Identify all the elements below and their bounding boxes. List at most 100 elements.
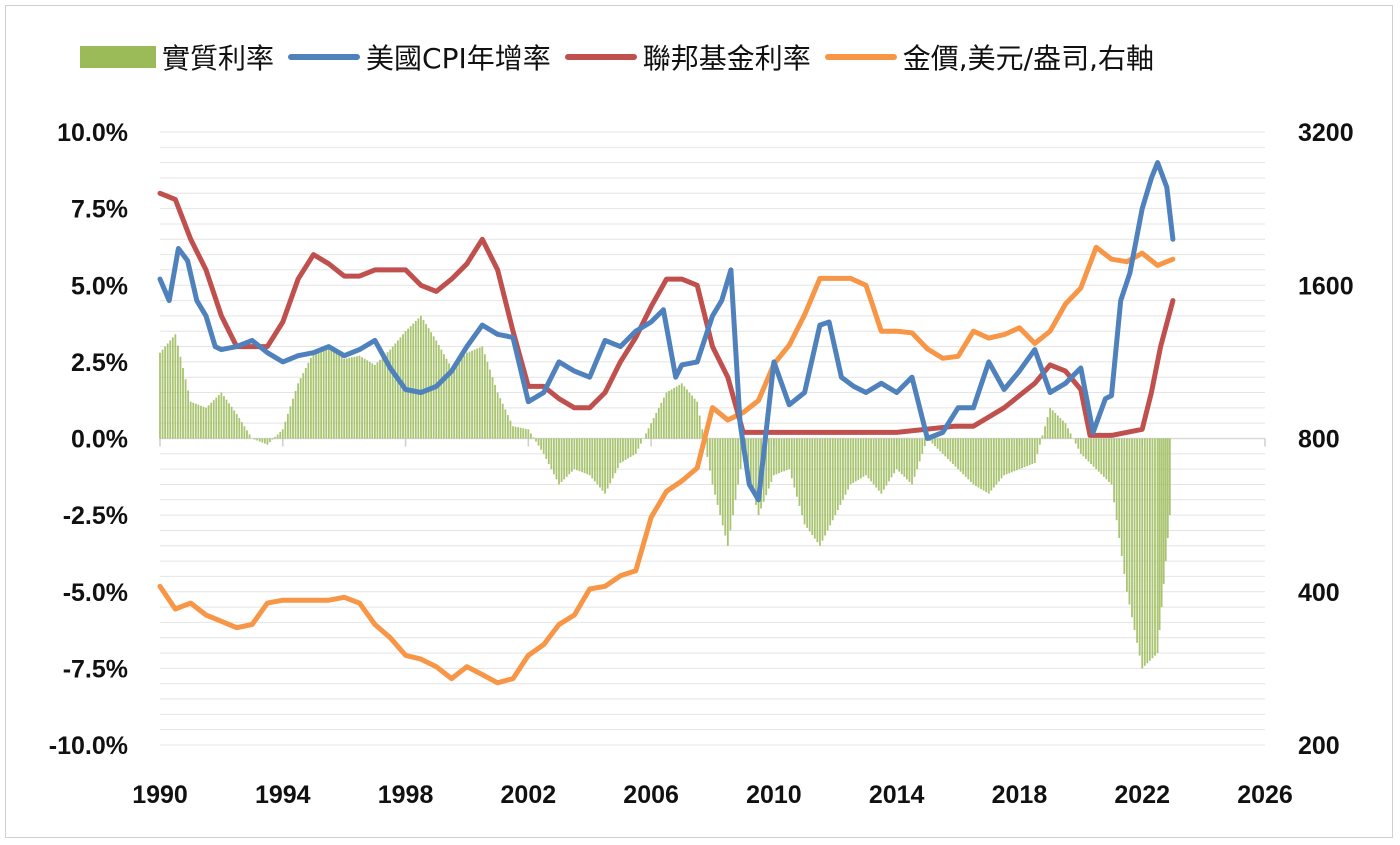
bar-real-rate — [1131, 438, 1133, 618]
bar-real-rate — [796, 438, 798, 497]
bar-real-rate — [967, 438, 970, 480]
bar-real-rate — [1118, 438, 1121, 539]
bar-real-rate — [463, 355, 466, 439]
bar-real-rate — [578, 438, 581, 472]
bar-real-rate — [335, 352, 338, 439]
bar-real-rate — [289, 406, 292, 439]
bar-real-rate — [535, 438, 537, 442]
bar-real-rate — [719, 438, 722, 516]
bar-real-rate — [790, 438, 793, 479]
bar-real-rate — [376, 362, 379, 439]
bar-real-rate — [496, 392, 499, 439]
bar-real-rate — [573, 438, 576, 470]
bar-real-rate — [821, 438, 824, 541]
bar-real-rate — [194, 403, 197, 439]
bar-real-rate — [680, 383, 683, 439]
bar-real-rate — [954, 438, 957, 467]
bar-real-rate — [481, 346, 484, 439]
bar-real-rate — [655, 412, 658, 439]
line-fed-funds — [157, 190, 1176, 438]
bar-real-rate — [473, 349, 476, 439]
bar-real-rate — [545, 438, 548, 459]
bar-real-rate — [798, 438, 801, 506]
bar-real-rate — [780, 438, 783, 473]
bar-real-rate — [504, 409, 507, 439]
bar-real-rate — [1008, 438, 1011, 474]
bar-real-rate — [714, 438, 716, 495]
bar-real-rate — [1069, 433, 1072, 439]
bar-real-rate — [831, 438, 834, 521]
bar-real-rate — [565, 438, 568, 477]
bar-real-rate — [980, 438, 982, 490]
bar-real-rate — [870, 438, 872, 482]
bar-real-rate — [913, 438, 916, 477]
bar-real-rate — [772, 438, 775, 476]
bar-real-rate — [489, 369, 491, 439]
bar-real-rate — [524, 428, 527, 439]
bar-real-rate — [778, 438, 780, 474]
bar-real-rate — [409, 326, 412, 439]
bar-real-rate — [1046, 417, 1049, 439]
bar-real-rate — [875, 438, 878, 488]
bar-real-rate — [688, 392, 691, 439]
bar-real-rate — [767, 438, 770, 489]
bar-real-rate — [371, 363, 374, 439]
bar-real-rate — [246, 430, 248, 439]
bar-real-rate — [716, 438, 719, 505]
bar-real-rate — [877, 438, 880, 491]
bar-real-rate — [1138, 438, 1141, 656]
bar-real-rate — [959, 438, 962, 472]
bar-real-rate — [542, 438, 545, 454]
bar-real-rate — [455, 362, 458, 439]
axis-ticks: 10.0% 7.5% 5.0% 2.5% 0.0% -2.5% -5.0% -7.5% -10.… — [49, 119, 1354, 809]
bar-real-rate — [944, 438, 947, 457]
legend-swatch-real-rate — [80, 46, 156, 68]
bar-real-rate — [200, 405, 202, 439]
bar-real-rate — [847, 438, 849, 490]
bar-real-rate — [271, 438, 274, 440]
y-left-tick-label: 0.0% — [71, 426, 128, 454]
bar-real-rate — [437, 345, 440, 439]
bar-real-rate — [609, 438, 612, 484]
bar-real-rate — [491, 377, 494, 439]
bar-real-rate — [806, 438, 809, 528]
bar-real-rate — [240, 422, 243, 439]
bar-real-rate — [586, 438, 589, 475]
bar-real-rate — [900, 438, 903, 475]
bar-real-rate — [836, 438, 839, 511]
bar-real-rate — [161, 349, 164, 439]
bar-real-rate — [322, 348, 325, 439]
x-tick-label: 2010 — [746, 781, 802, 809]
bar-real-rate — [353, 356, 356, 439]
bar-real-rate — [189, 401, 192, 439]
bar-real-rate — [880, 438, 883, 494]
bar-real-rate — [164, 346, 167, 439]
bar-real-rate — [686, 389, 688, 439]
bar-real-rate — [854, 438, 857, 482]
bar-real-rate — [443, 354, 445, 439]
bar-real-rate — [732, 438, 734, 516]
y-right-tick-label: 400 — [1298, 579, 1340, 607]
bar-real-rate — [358, 355, 361, 439]
bar-real-rate — [340, 356, 343, 439]
series-lines — [157, 160, 1176, 686]
bar-real-rate — [709, 438, 711, 471]
bar-real-rate — [824, 438, 826, 536]
bar-real-rate — [895, 438, 898, 470]
bar-real-rate — [616, 438, 619, 469]
bar-real-rate — [977, 438, 980, 488]
bar-real-rate — [1051, 410, 1054, 439]
bar-real-rate — [368, 361, 371, 439]
bar-real-rate — [478, 347, 481, 439]
bar-real-rate — [747, 438, 750, 475]
bar-real-rate — [483, 354, 486, 439]
bar-real-rate — [1021, 438, 1023, 469]
bar-real-rate — [752, 438, 755, 495]
bar-real-rate — [1056, 415, 1059, 439]
bar-real-rate — [389, 349, 392, 439]
bar-real-rate — [1062, 420, 1064, 439]
bar-real-rate — [1003, 438, 1005, 476]
bar-real-rate — [422, 319, 425, 439]
bar-real-rate — [1000, 438, 1003, 479]
